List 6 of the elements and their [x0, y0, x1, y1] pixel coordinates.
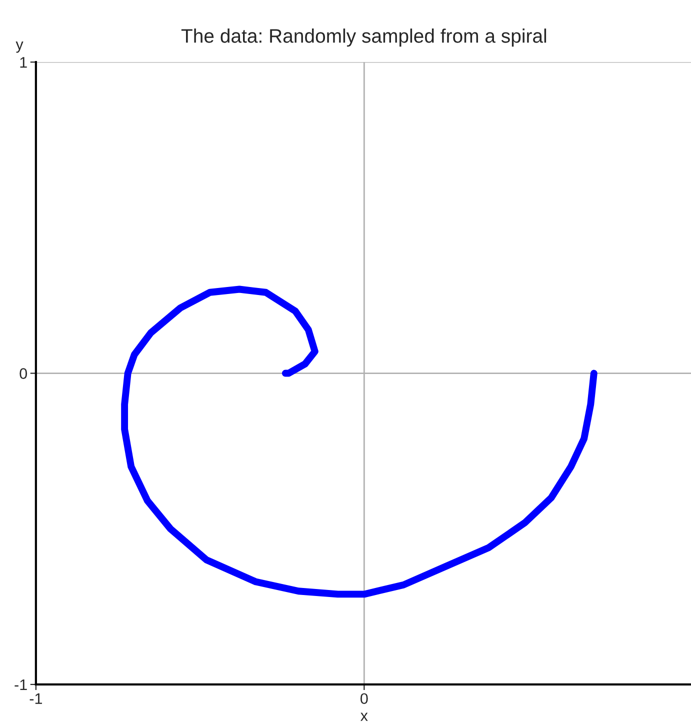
y-tick-label: -1 [14, 679, 27, 690]
y-tick-label: 0 [20, 368, 27, 379]
x-axis-title: x [360, 712, 368, 721]
y-tick-label: 1 [20, 57, 27, 68]
chart-title: The data: Randomly sampled from a spiral [181, 28, 546, 47]
y-axis-title: y [16, 42, 24, 53]
